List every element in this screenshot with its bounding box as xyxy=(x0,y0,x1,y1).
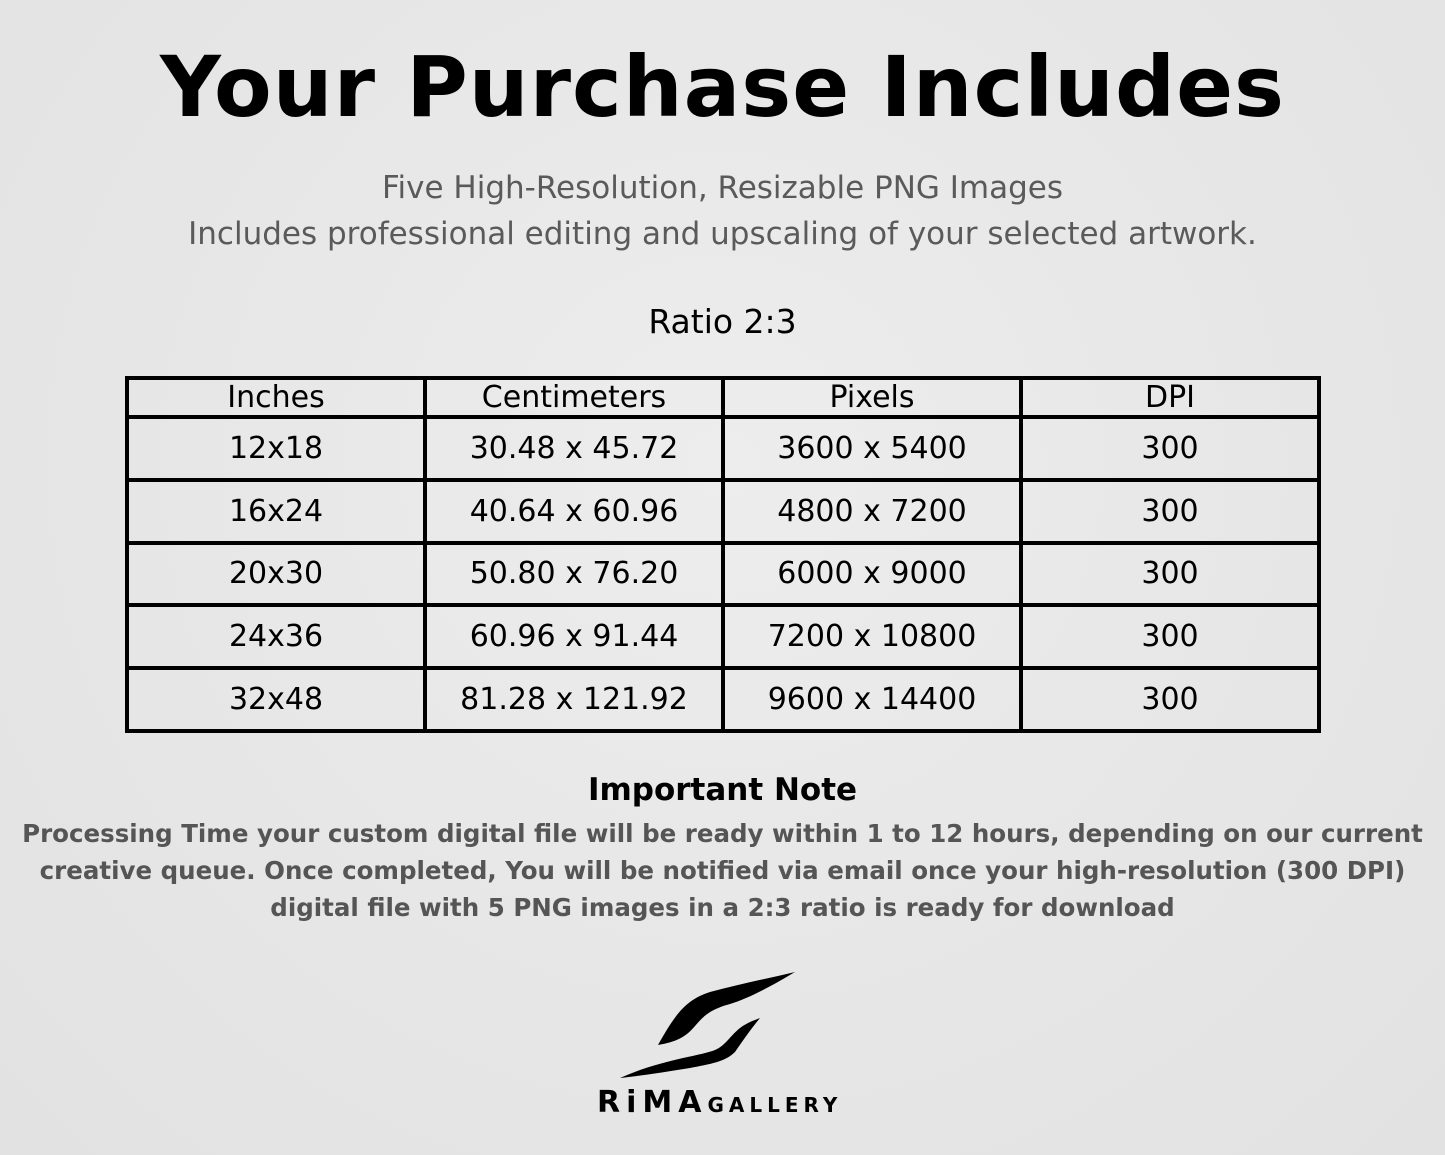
cell-centimeters: 81.28 x 121.92 xyxy=(423,666,725,733)
header-pixels: Pixels xyxy=(721,376,1023,419)
ratio-label: Ratio 2:3 xyxy=(648,302,797,341)
table-row: 32x48 81.28 x 121.92 9600 x 14400 300 xyxy=(125,666,1321,733)
logo-mark-icon xyxy=(620,972,795,1078)
cell-centimeters: 50.80 x 76.20 xyxy=(423,540,725,608)
note-heading: Important Note xyxy=(587,772,858,808)
cell-inches: 20x30 xyxy=(125,540,427,608)
cell-dpi: 300 xyxy=(1019,477,1321,545)
cell-pixels: 4800 x 7200 xyxy=(721,477,1023,545)
cell-pixels: 7200 x 10800 xyxy=(721,603,1023,671)
table-row: 16x24 40.64 x 60.96 4800 x 7200 300 xyxy=(125,477,1321,545)
cell-inches: 12x18 xyxy=(125,415,427,482)
table-row: 12x18 30.48 x 45.72 3600 x 5400 300 xyxy=(125,415,1321,482)
cell-dpi: 300 xyxy=(1019,415,1321,482)
cell-inches: 32x48 xyxy=(125,666,427,733)
cell-centimeters: 60.96 x 91.44 xyxy=(423,603,725,671)
table-row: 20x30 50.80 x 76.20 6000 x 9000 300 xyxy=(125,540,1321,608)
cell-inches: 16x24 xyxy=(125,477,427,545)
cell-inches: 24x36 xyxy=(125,603,427,671)
header-dpi: DPI xyxy=(1019,376,1321,419)
logo-text: RiMAGALLERY xyxy=(597,1085,843,1120)
header-centimeters: Centimeters xyxy=(423,376,725,419)
cell-centimeters: 40.64 x 60.96 xyxy=(423,477,725,545)
page-title: Your Purchase Includes xyxy=(159,38,1286,136)
cell-pixels: 9600 x 14400 xyxy=(721,666,1023,733)
cell-pixels: 6000 x 9000 xyxy=(721,540,1023,608)
cell-pixels: 3600 x 5400 xyxy=(721,415,1023,482)
subtitle-line-1: Five High-Resolution, Resizable PNG Imag… xyxy=(381,170,1064,206)
table-row: 24x36 60.96 x 91.44 7200 x 10800 300 xyxy=(125,603,1321,671)
size-table: Inches Centimeters Pixels DPI 12x18 30.48… xyxy=(125,376,1321,733)
cell-dpi: 300 xyxy=(1019,603,1321,671)
header-inches: Inches xyxy=(125,376,427,419)
cell-dpi: 300 xyxy=(1019,666,1321,733)
note-text: Processing Time your custom digital file… xyxy=(22,819,1423,922)
cell-dpi: 300 xyxy=(1019,540,1321,608)
subtitle-line-2: Includes professional editing and upscal… xyxy=(188,216,1257,252)
table-header-row: Inches Centimeters Pixels DPI xyxy=(125,376,1321,419)
cell-centimeters: 30.48 x 45.72 xyxy=(423,415,725,482)
